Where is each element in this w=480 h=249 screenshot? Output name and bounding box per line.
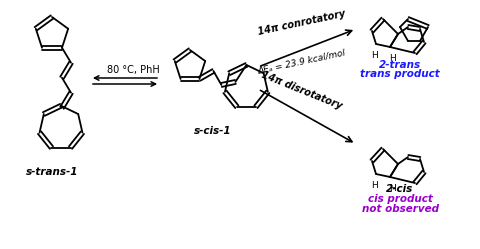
Text: 2-trans: 2-trans <box>379 60 421 70</box>
Text: 14π disrotatory: 14π disrotatory <box>260 69 344 111</box>
Text: ΔEₐ = 23.9 kcal/mol: ΔEₐ = 23.9 kcal/mol <box>257 48 347 75</box>
Text: H: H <box>389 184 396 193</box>
Text: 14π conrotatory: 14π conrotatory <box>257 9 347 37</box>
Text: s-trans-1: s-trans-1 <box>26 167 78 177</box>
Text: trans product: trans product <box>360 69 440 79</box>
Text: cis product: cis product <box>368 194 432 204</box>
Text: H: H <box>389 54 396 63</box>
Text: s-cis-1: s-cis-1 <box>194 126 232 136</box>
Text: 80 °C, PhH: 80 °C, PhH <box>107 65 159 75</box>
Text: H: H <box>371 181 377 190</box>
Text: 2-cis: 2-cis <box>386 184 414 194</box>
Text: not observed: not observed <box>361 204 439 214</box>
Text: H: H <box>371 51 377 60</box>
